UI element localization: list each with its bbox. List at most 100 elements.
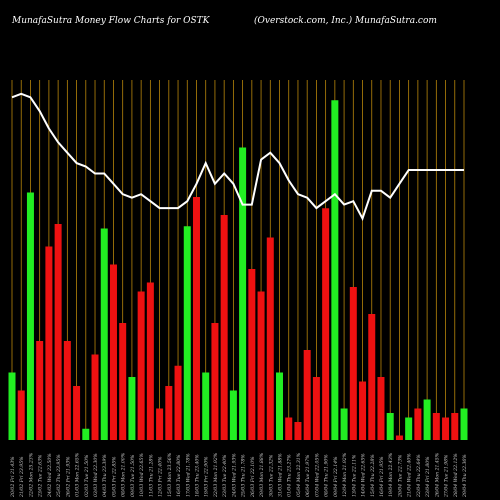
money-flow-bar [451, 413, 459, 440]
money-flow-bar [285, 417, 293, 440]
money-flow-bar [8, 372, 16, 440]
x-tick-label: 24/02 Wed 22.50% [47, 453, 53, 498]
x-tick-label: 21/02 Fri 23.95% [19, 456, 25, 498]
money-flow-bar [54, 224, 62, 440]
price-line [11, 92, 464, 222]
money-flow-bar [109, 264, 117, 440]
x-tick-label: 19/03 Fri 22.90% [204, 456, 210, 497]
money-flow-bar [405, 417, 413, 440]
money-flow-bar [442, 417, 450, 440]
money-flow-bar [432, 413, 440, 440]
x-tick-label: 14/04 Wed 22.65% [361, 453, 367, 497]
money-flow-bar [312, 377, 320, 440]
money-flow-bar [156, 408, 164, 440]
x-tick-label: 23/02 Tue 22.63% [38, 454, 44, 498]
x-tick-label: 27/04 Tue 21.98% [444, 454, 450, 498]
money-flow-bar [119, 323, 127, 440]
money-flow-bar [322, 208, 330, 440]
money-flow-bar [340, 408, 348, 440]
money-flow-bar [192, 197, 200, 440]
x-tick-label: 23/03 Tue 22.40% [222, 454, 228, 498]
money-flow-bar [303, 350, 311, 440]
x-tick-label: 25/02 Thu 23.95% [56, 454, 62, 498]
money-flow-bar [257, 291, 265, 440]
money-flow-bar [128, 377, 136, 440]
money-flow-bar [423, 399, 431, 440]
x-tick-label: 26/03 Fri 22.10% [250, 456, 256, 498]
x-tick-label: 31/03 Wed 21.88% [278, 453, 284, 497]
money-flow-bar [248, 269, 256, 440]
x-tick-label: 04/03 Thu 23.39% [102, 454, 108, 497]
money-flow-bar [414, 408, 422, 440]
money-flow-bar [36, 341, 44, 440]
x-tick-label: 09/04 Fri 22.14% [333, 456, 339, 497]
money-flow-bar [17, 390, 25, 440]
chart-header: MunafaSutra Money Flow Charts for OSTK (… [0, 0, 500, 40]
money-flow-bar [100, 228, 108, 440]
money-flow-bar [239, 147, 247, 440]
x-tick-label: 29/04 Thu 22.36% [462, 454, 468, 498]
x-tick-label: 19/04 Mon 22.43% [388, 452, 394, 497]
x-tick-label: 02/03 Tue 21.50% [84, 454, 90, 497]
x-tick-label: 01/04 Thu 23.27% [287, 454, 293, 497]
x-tick-label: 09/03 Tue 21.50% [130, 454, 136, 497]
x-tick-label: 03/03 Wed 22.30% [93, 453, 99, 497]
money-flow-bar [349, 287, 357, 440]
x-tick-label: 21/04 Wed 22.40% [407, 453, 413, 498]
site-title: (Overstock.com, Inc.) MunafaSutra.com [254, 16, 437, 26]
x-tick-label: 12/04 Mon 21.92% [342, 452, 348, 497]
x-tick-label: 30/03 Tue 22.32% [268, 454, 274, 497]
money-flow-bar [63, 341, 71, 440]
money-flow-bar [26, 192, 34, 440]
money-flow-bar [73, 386, 81, 440]
x-tick-label: 07/04 Wed 22.05% [314, 453, 320, 497]
money-flow-bar [211, 323, 219, 440]
x-tick-label: 24/03 Wed 21.93% [231, 453, 237, 498]
money-flow-bar [266, 237, 274, 440]
money-flow-bar [368, 314, 376, 440]
x-tick-label: 13/04 Tue 22.11% [351, 454, 357, 497]
money-flow-bar [174, 365, 182, 440]
x-tick-label: 20/02 Fri 21.43% [10, 456, 16, 498]
money-flow-bar [165, 386, 173, 440]
x-tick-label: 17/03 Wed 21.78% [185, 453, 191, 497]
x-tick-label: 29/03 Mon 21.88% [259, 452, 265, 498]
money-flow-bar [82, 428, 90, 440]
x-tick-label: 06/04 Tue 21.97% [305, 454, 311, 497]
x-tick-label: 12/03 Fri 22.40% [158, 456, 164, 497]
money-flow-bars [8, 100, 468, 440]
x-tick-label: 18/03 Thu 23.40% [194, 454, 200, 497]
x-tick-label: 11/03 Thu 21.28% [148, 454, 154, 497]
x-tick-label: 15/04 Thu 22.28% [370, 454, 376, 497]
x-tick-label: 22/02 Mon 25.23% [28, 452, 34, 498]
x-tick-label: 08/03 Mon 21.00% [121, 452, 127, 497]
money-flow-bar [359, 381, 367, 440]
x-tick-label: 10/03 Wed 22.65% [139, 453, 145, 497]
money-flow-bar [386, 413, 394, 440]
money-flow-bar [331, 100, 339, 440]
x-tick-label: 20/04 Tue 22.73% [397, 454, 403, 498]
money-flow-bar [146, 282, 154, 440]
chart-title: MunafaSutra Money Flow Charts for OSTK [12, 16, 210, 26]
x-tick-label: 26/04 Mon 21.45% [434, 452, 440, 498]
x-axis-labels: 20/02 Fri 21.43% 21/02 Fri 23.95% 22/02 Mo… [10, 452, 468, 498]
x-tick-label: 05/04 Mon 22.31% [296, 452, 302, 497]
x-tick-label: 22/03 Mon 21.92% [213, 452, 219, 498]
x-tick-label: 01/03 Mon 22.65% [75, 452, 81, 497]
money-flow-bar [395, 435, 403, 440]
x-tick-label: 15/03 Mon 23.56% [167, 452, 173, 497]
money-flow-bar [377, 377, 385, 440]
x-tick-label: 16/03 Tue 22.80% [176, 454, 182, 497]
money-flow-bar [137, 291, 145, 440]
money-flow-bar [276, 372, 284, 440]
money-flow-bar [202, 372, 210, 440]
money-flow-bar [220, 215, 228, 440]
x-tick-label: 25/03 Thu 21.78% [241, 454, 247, 498]
money-flow-bar [183, 226, 191, 440]
x-tick-label: 23/04 Fri 21.80% [425, 456, 431, 498]
x-tick-label: 26/02 Fri 21.93% [65, 456, 71, 498]
x-tick-label: 22/04 Thu 22.64% [416, 454, 422, 498]
money-flow-bar [294, 422, 302, 440]
money-flow-bar [229, 390, 237, 440]
